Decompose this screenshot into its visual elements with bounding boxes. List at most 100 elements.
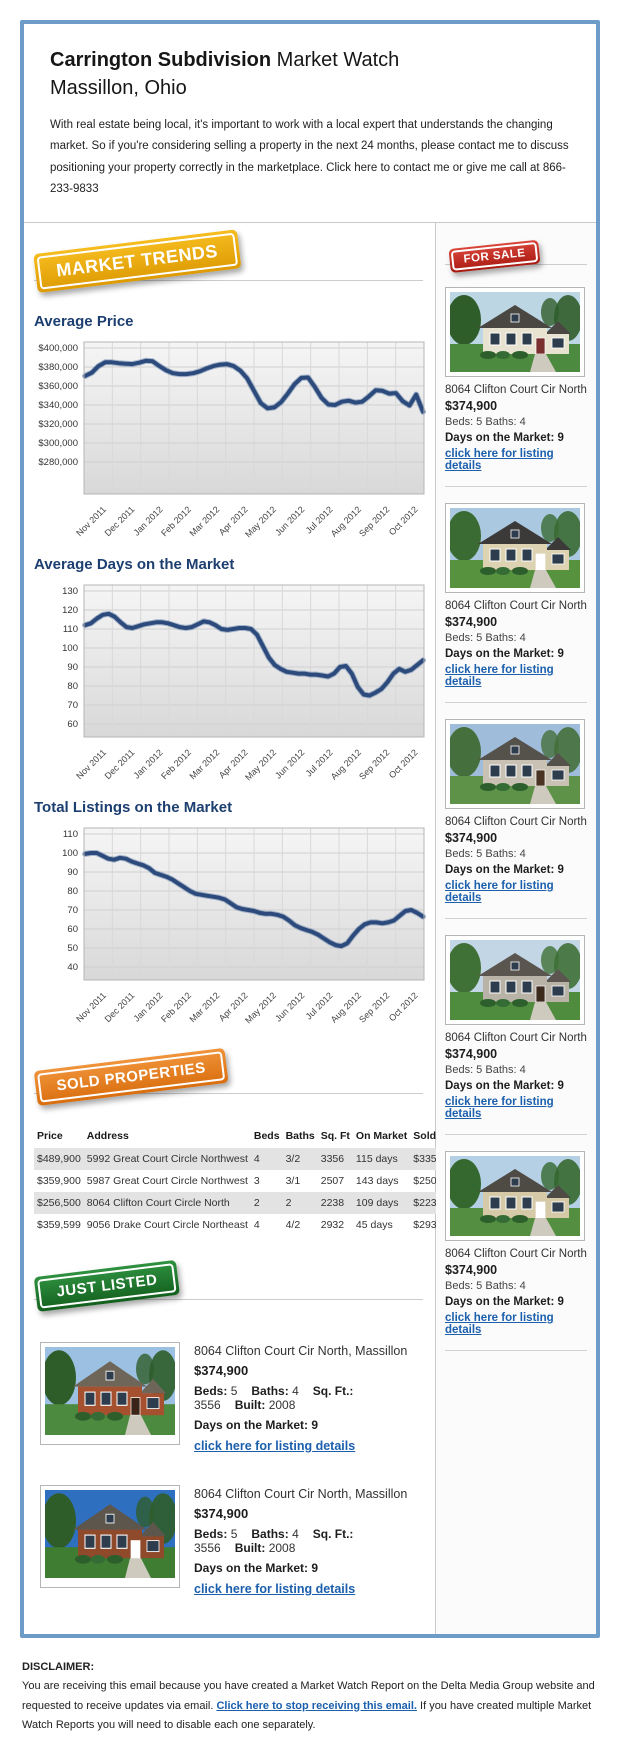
- svg-text:110: 110: [63, 624, 78, 635]
- sold-onmarket-cell: 143 days: [355, 1175, 399, 1188]
- just-listed-details: 8064 Clifton Court Cir North, Massillon …: [194, 1342, 417, 1453]
- svg-text:Jun 2012: Jun 2012: [273, 747, 306, 780]
- divider: [445, 702, 587, 704]
- listing-photo: [42, 1347, 177, 1436]
- list-item: 8064 Clifton Court Cir North $374,900 Be…: [445, 935, 587, 1136]
- listing-photo: [450, 724, 580, 805]
- beds-value: 5: [230, 1527, 238, 1542]
- sold-address-cell: 8064 Clifton Court Circle North: [86, 1197, 230, 1210]
- svg-text:90: 90: [67, 867, 78, 878]
- sold-address-cell: 5992 Great Court Circle Northwest: [86, 1153, 248, 1166]
- market-trends-section-head: MARKET TRENDS: [33, 229, 423, 297]
- divider: [34, 1299, 423, 1301]
- just-listed-section-head: JUST LISTED: [33, 1258, 423, 1316]
- listing-price: $374,900: [445, 1263, 498, 1278]
- svg-text:70: 70: [67, 700, 78, 711]
- listing-details-link[interactable]: click here for listing details: [194, 1439, 356, 1454]
- sold-onmarket-cell: 109 days: [355, 1197, 399, 1210]
- listing-details-link[interactable]: click here for listing details: [445, 1312, 554, 1337]
- svg-text:110: 110: [63, 829, 78, 840]
- listing-address: 8064 Clifton Court Cir North: [445, 1248, 587, 1261]
- content-columns: MARKET TRENDS Average Price $400,000 $380…: [24, 222, 596, 1635]
- for-sale-badge: FOR SALE: [448, 239, 541, 274]
- beds-label: Beds:: [194, 1384, 228, 1399]
- svg-text:Mar 2012: Mar 2012: [187, 990, 221, 1024]
- unsubscribe-link[interactable]: Click here to stop receiving this email.: [216, 1699, 417, 1712]
- just-listed-item: 8064 Clifton Court Cir North, Massillon …: [34, 1330, 423, 1465]
- just-listed-badge-label: JUST LISTED: [37, 1263, 177, 1309]
- listing-photo: [42, 1490, 177, 1579]
- listing-details-link[interactable]: click here for listing details: [445, 448, 554, 473]
- svg-text:Jun 2012: Jun 2012: [273, 504, 306, 537]
- list-item: 8064 Clifton Court Cir North $374,900 Be…: [445, 287, 587, 488]
- baths-value: 4: [292, 1384, 299, 1399]
- days-on-market: Days on the Market: 9: [445, 1296, 564, 1309]
- listing-price: $374,900: [194, 1363, 249, 1379]
- svg-text:May 2012: May 2012: [243, 990, 278, 1025]
- svg-text:$320,000: $320,000: [38, 419, 78, 430]
- svg-text:Feb 2012: Feb 2012: [159, 990, 193, 1024]
- listing-photo-frame: [40, 1485, 180, 1589]
- sold-baths-cell: 2: [285, 1197, 292, 1210]
- sold-baths-cell: 3/1: [285, 1175, 301, 1188]
- sold-table-header-cell: On Market: [355, 1130, 408, 1143]
- svg-text:$340,000: $340,000: [38, 400, 78, 411]
- listing-beds-baths: Beds: 5 Baths: 4: [445, 416, 526, 429]
- built-label: Built:: [234, 1541, 266, 1556]
- svg-text:Dec 2011: Dec 2011: [103, 990, 137, 1024]
- listing-photo-frame: [445, 935, 585, 1026]
- listing-photo-frame: [445, 287, 585, 378]
- just-listed-details: 8064 Clifton Court Cir North, Massillon …: [194, 1485, 417, 1596]
- listing-address: 8064 Clifton Court Cir North: [445, 816, 587, 829]
- sold-sqft-cell: 3356: [320, 1153, 345, 1166]
- average-days-title: Average Days on the Market: [34, 556, 235, 574]
- listing-details-link[interactable]: click here for listing details: [445, 880, 554, 905]
- sold-table-header-cell: Sq. Ft: [320, 1130, 350, 1143]
- listing-details-link[interactable]: click here for listing details: [445, 664, 554, 689]
- sold-sqft-cell: 2238: [320, 1197, 345, 1210]
- svg-text:Oct 2012: Oct 2012: [387, 990, 420, 1023]
- svg-text:$360,000: $360,000: [38, 381, 78, 392]
- sold-table-header-cell: Address: [86, 1130, 129, 1143]
- svg-text:Sep 2012: Sep 2012: [357, 990, 391, 1024]
- listing-details-link[interactable]: click here for listing details: [194, 1582, 356, 1597]
- listing-photo: [450, 292, 580, 373]
- listing-beds-baths: Beds: 5 Baths: 4: [445, 848, 526, 861]
- built-label: Built:: [234, 1398, 266, 1413]
- divider: [445, 1134, 587, 1136]
- table-row: $489,900 5992 Great Court Circle Northwe…: [34, 1148, 468, 1171]
- beds-value: 5: [230, 1384, 238, 1399]
- listing-details-link[interactable]: click here for listing details: [445, 1096, 554, 1121]
- sqft-value: 3556: [194, 1541, 221, 1556]
- sold-table-header-cell: Baths: [285, 1130, 315, 1143]
- sold-onmarket-cell: 45 days: [355, 1219, 393, 1232]
- svg-text:May 2012: May 2012: [243, 747, 278, 782]
- sold-address-cell: 9056 Drake Court Circle Northeast: [86, 1219, 248, 1232]
- contact-me-link[interactable]: Click here to contact me: [326, 161, 450, 174]
- market-trends-badge: MARKET TRENDS: [33, 229, 241, 294]
- sqft-label: Sq. Ft.:: [312, 1384, 354, 1399]
- sold-beds-cell: 2: [253, 1197, 260, 1210]
- listing-address: 8064 Clifton Court Cir North: [445, 1032, 587, 1045]
- sqft-value: 3556: [194, 1398, 221, 1413]
- svg-text:80: 80: [67, 886, 78, 897]
- main-column: MARKET TRENDS Average Price $400,000 $380…: [24, 223, 468, 1635]
- market-trends-badge-label: MARKET TRENDS: [36, 232, 238, 290]
- sold-price-cell: $359,599: [37, 1219, 81, 1232]
- svg-text:50: 50: [67, 943, 78, 954]
- days-on-market: Days on the Market: 9: [194, 1561, 319, 1576]
- svg-text:40: 40: [67, 962, 78, 973]
- listing-specs: Beds: 5 Baths: 4 Sq. Ft.: 3556 Built: 2008: [194, 1384, 417, 1412]
- listing-address: 8064 Clifton Court Cir North: [445, 600, 587, 613]
- table-row: $256,500 8064 Clifton Court Circle North…: [34, 1192, 468, 1215]
- intro-after: or give me call at 866-233-9833: [50, 161, 566, 195]
- listing-beds-baths: Beds: 5 Baths: 4: [445, 632, 526, 645]
- days-on-market: Days on the Market: 9: [194, 1418, 319, 1433]
- sold-baths-cell: 3/2: [285, 1153, 301, 1166]
- listing-photo-frame: [445, 1151, 585, 1242]
- built-value: 2008: [268, 1398, 296, 1413]
- sold-price-cell: $359,900: [37, 1175, 81, 1188]
- sold-beds-cell: 4: [253, 1153, 260, 1166]
- listing-price: $374,900: [445, 399, 498, 414]
